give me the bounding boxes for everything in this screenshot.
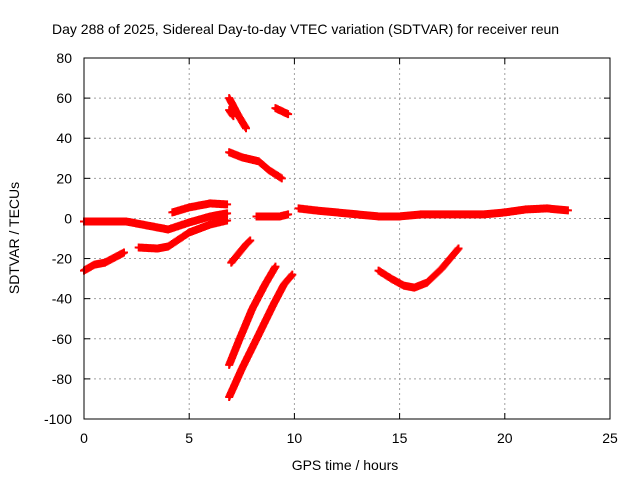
- plot-area: [80, 94, 572, 401]
- series-markers: [294, 204, 572, 221]
- grid: [84, 58, 610, 419]
- y-tick-label: 60: [56, 90, 72, 106]
- series-track-k: [225, 262, 280, 369]
- series-track-b: [168, 199, 232, 217]
- series-track-l: [225, 270, 297, 401]
- series-markers: [225, 262, 280, 369]
- series-track-f: [225, 106, 238, 121]
- chart-title: Day 288 of 2025, Sidereal Day-to-day VTE…: [52, 21, 559, 37]
- x-axis-label: GPS time / hours: [292, 457, 399, 473]
- series-markers: [225, 94, 251, 133]
- x-tick-label: 15: [392, 430, 408, 446]
- series-markers: [80, 248, 128, 275]
- series-track-j: [252, 210, 293, 221]
- series-markers: [374, 244, 463, 292]
- series-markers: [225, 270, 297, 401]
- series-track-i: [227, 236, 255, 267]
- plot-frame: [83, 57, 611, 420]
- x-tick-label: 25: [602, 430, 618, 446]
- series-track-m: [294, 204, 572, 221]
- series-markers: [168, 199, 232, 217]
- y-tick-label: -80: [52, 371, 72, 387]
- y-tick-label: -20: [52, 251, 72, 267]
- series-markers: [271, 104, 293, 119]
- y-axis-label: SDTVAR / TECUs: [6, 182, 22, 294]
- series-track-g: [271, 104, 293, 119]
- series-markers: [225, 148, 286, 183]
- y-tick-label: 40: [56, 130, 72, 146]
- y-tick-label: -60: [52, 331, 72, 347]
- series-track-n: [374, 244, 463, 292]
- series-markers: [134, 216, 232, 253]
- series-track-e: [225, 94, 251, 133]
- x-tick-label: 10: [287, 430, 303, 446]
- series-track-c: [80, 248, 128, 275]
- x-tick-label: 20: [497, 430, 513, 446]
- series-markers: [227, 236, 255, 267]
- y-tick-label: -40: [52, 291, 72, 307]
- series-markers: [225, 106, 238, 121]
- y-tick-label: 80: [56, 50, 72, 66]
- y-tick-label: 20: [56, 170, 72, 186]
- series-markers: [252, 210, 293, 221]
- y-tick-label: -100: [44, 411, 72, 427]
- series-track-h: [225, 148, 286, 183]
- axis-ticks: [83, 57, 611, 420]
- x-tick-label: 5: [185, 430, 193, 446]
- y-tick-label: 0: [64, 210, 72, 226]
- series-track-d: [134, 216, 232, 253]
- x-tick-label: 0: [80, 430, 88, 446]
- tick-labels: -100 -80 -60 -40 -20 0 20 40 60 80 0 5 10 15 20 25: [44, 50, 618, 446]
